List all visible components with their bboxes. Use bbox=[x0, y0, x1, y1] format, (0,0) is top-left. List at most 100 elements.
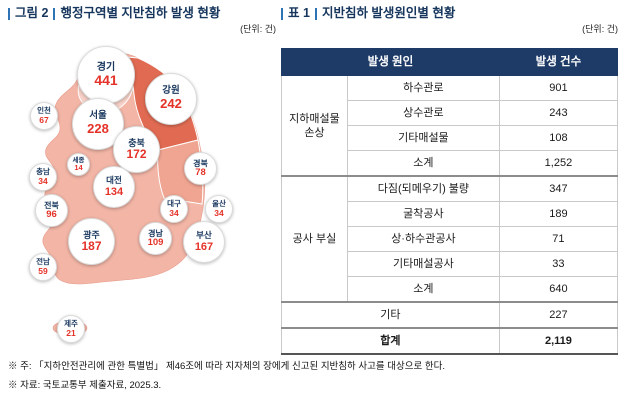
cell-item: 기타매설공사 bbox=[346, 251, 500, 277]
cell-count: 108 bbox=[498, 125, 619, 151]
cell-count: 640 bbox=[498, 276, 619, 303]
table-caption: 표 1 지반침하 발생원인별 현황 bbox=[281, 6, 618, 21]
region-name: 광주 bbox=[83, 229, 100, 240]
region-name: 서울 bbox=[89, 110, 107, 122]
region-name: 충북 bbox=[128, 137, 145, 148]
cell-count: 71 bbox=[498, 226, 619, 252]
map-bubble-daegu: 대구 34 bbox=[160, 195, 188, 223]
table-caption-title: 지반침하 발생원인별 현황 bbox=[321, 6, 456, 20]
region-value: 228 bbox=[87, 121, 109, 137]
map-bubble-chungbuk: 충북 172 bbox=[113, 126, 160, 173]
table-unit-label: (단위: 건) bbox=[582, 24, 618, 34]
region-name: 인천 bbox=[37, 106, 51, 116]
region-value: 242 bbox=[160, 96, 182, 112]
table-row: 상·하수관공사 71 bbox=[282, 226, 619, 252]
map-bubble-gyeongnam: 경남 109 bbox=[139, 222, 172, 255]
cell-item: 상·하수관공사 bbox=[346, 226, 500, 252]
region-value: 109 bbox=[147, 236, 164, 248]
region-value: 21 bbox=[66, 327, 76, 338]
table-row-etc: 기타 227 bbox=[281, 301, 619, 329]
cell-item: 소계 bbox=[346, 276, 500, 303]
cell-count: 243 bbox=[498, 100, 619, 126]
table-row: 굴착공사 189 bbox=[282, 201, 619, 227]
region-value: 14 bbox=[74, 163, 83, 173]
map-bubble-jeju: 제주 21 bbox=[57, 315, 85, 343]
figure-caption-title: 행정구역별 지반침하 발생 현황 bbox=[60, 6, 221, 20]
cell-count: 1,252 bbox=[498, 150, 619, 177]
header-cause: 발생 원인 bbox=[281, 48, 500, 76]
caption-bar-icon bbox=[53, 7, 56, 20]
region-value: 172 bbox=[126, 147, 147, 162]
cell-count: 33 bbox=[498, 251, 619, 277]
cell-item: 하수관로 bbox=[346, 75, 500, 101]
cell-total-count: 2,119 bbox=[498, 327, 619, 355]
figure-caption: 그림 2 행정구역별 지반침하 발생 현황 bbox=[8, 6, 276, 21]
footnote-data-source: ※ 자료: 국토교통부 제출자료, 2025.3. bbox=[8, 380, 162, 391]
region-name: 대전 bbox=[106, 175, 122, 186]
region-name: 대구 bbox=[167, 199, 181, 209]
footnote-source-note: ※ 주: 「지하안전관리에 관한 특별법」 제46조에 따라 지자체의 장에게 … bbox=[8, 361, 445, 372]
table-row-total: 합계 2,119 bbox=[281, 327, 619, 355]
region-name: 강원 bbox=[162, 85, 180, 97]
region-name: 전북 bbox=[44, 200, 59, 210]
map-bubble-gwangju: 광주 187 bbox=[68, 218, 115, 265]
group-poor-construction: 공사 부실 bbox=[281, 175, 348, 303]
region-name: 경기 bbox=[96, 61, 116, 73]
figure-unit-label: (단위: 건) bbox=[240, 24, 276, 34]
region-value: 34 bbox=[38, 175, 48, 186]
table-panel: 표 1 지반침하 발생원인별 현황 (단위: 건) 발생 원인 발생 건수 지하… bbox=[281, 6, 619, 355]
region-name: 세종 bbox=[72, 156, 85, 164]
region-value: 96 bbox=[46, 208, 57, 220]
region-value: 59 bbox=[38, 265, 48, 276]
region-value: 134 bbox=[104, 185, 124, 198]
table-row: 지하매설물 손상 하수관로 901 bbox=[281, 75, 619, 177]
cause-table: 발생 원인 발생 건수 지하매설물 손상 하수관로 901 상수관로 243 기… bbox=[281, 48, 619, 355]
cell-etc-count: 227 bbox=[498, 301, 619, 329]
region-name: 경남 bbox=[148, 228, 163, 238]
cell-count: 901 bbox=[498, 75, 619, 101]
caption-bar-icon bbox=[314, 7, 317, 20]
map-bubble-incheon: 인천 67 bbox=[30, 102, 58, 130]
region-value: 67 bbox=[39, 114, 49, 125]
table-caption-label: 표 1 bbox=[288, 6, 310, 20]
region-name: 충남 bbox=[36, 167, 50, 177]
cell-count: 347 bbox=[498, 175, 619, 202]
table-row: 기타매설물 108 bbox=[282, 125, 619, 151]
cell-item: 다짐(되메우기) 불량 bbox=[346, 175, 500, 202]
caption-bar-icon bbox=[281, 7, 283, 20]
korea-bubble-map: 경기 441 강원 242 서울 228 인천 67 충북 172 경북 78 세종 14 충… bbox=[8, 46, 268, 362]
map-bubble-busan: 부산 167 bbox=[183, 221, 225, 263]
region-value: 187 bbox=[81, 239, 102, 254]
cell-etc-label: 기타 bbox=[281, 301, 500, 329]
region-value: 34 bbox=[169, 207, 179, 218]
figure-panel: 그림 2 행정구역별 지반침하 발생 현황 (단위: 건) 경기 441 강원 24… bbox=[8, 6, 276, 362]
map-bubble-sejong: 세종 14 bbox=[67, 153, 90, 176]
figure-caption-label: 그림 2 bbox=[15, 6, 49, 20]
region-name: 울산 bbox=[212, 199, 226, 209]
region-value: 167 bbox=[194, 240, 214, 253]
region-name: 부산 bbox=[196, 230, 212, 241]
group-underground-damage: 지하매설물 손상 bbox=[281, 75, 348, 177]
map-bubble-jeonnam: 전남 59 bbox=[29, 253, 57, 281]
cell-item: 기타매설물 bbox=[346, 125, 500, 151]
map-bubble-jeonbuk: 전북 96 bbox=[35, 194, 68, 227]
cell-item: 상수관로 bbox=[346, 100, 500, 126]
cell-count: 189 bbox=[498, 201, 619, 227]
cell-total-label: 합계 bbox=[281, 327, 500, 355]
map-bubble-chungnam: 충남 34 bbox=[29, 163, 57, 191]
table-row: 공사 부실 다짐(되메우기) 불량 347 bbox=[281, 175, 619, 303]
table-row-subtotal: 소계 1,252 bbox=[282, 150, 619, 177]
region-name: 경북 bbox=[193, 158, 208, 168]
map-bubble-daejeon: 대전 134 bbox=[93, 166, 135, 208]
region-name: 전남 bbox=[36, 257, 50, 267]
map-bubble-gangwon: 강원 242 bbox=[145, 73, 197, 125]
cell-item: 굴착공사 bbox=[346, 201, 500, 227]
region-value: 34 bbox=[214, 207, 224, 218]
cell-item: 소계 bbox=[346, 150, 500, 177]
map-bubble-gyeongbuk: 경북 78 bbox=[184, 152, 217, 185]
region-value: 78 bbox=[195, 166, 206, 178]
table-header-row: 발생 원인 발생 건수 bbox=[281, 48, 619, 76]
table-row: 기타매설공사 33 bbox=[282, 251, 619, 277]
header-count: 발생 건수 bbox=[498, 48, 619, 76]
region-value: 441 bbox=[94, 72, 118, 89]
